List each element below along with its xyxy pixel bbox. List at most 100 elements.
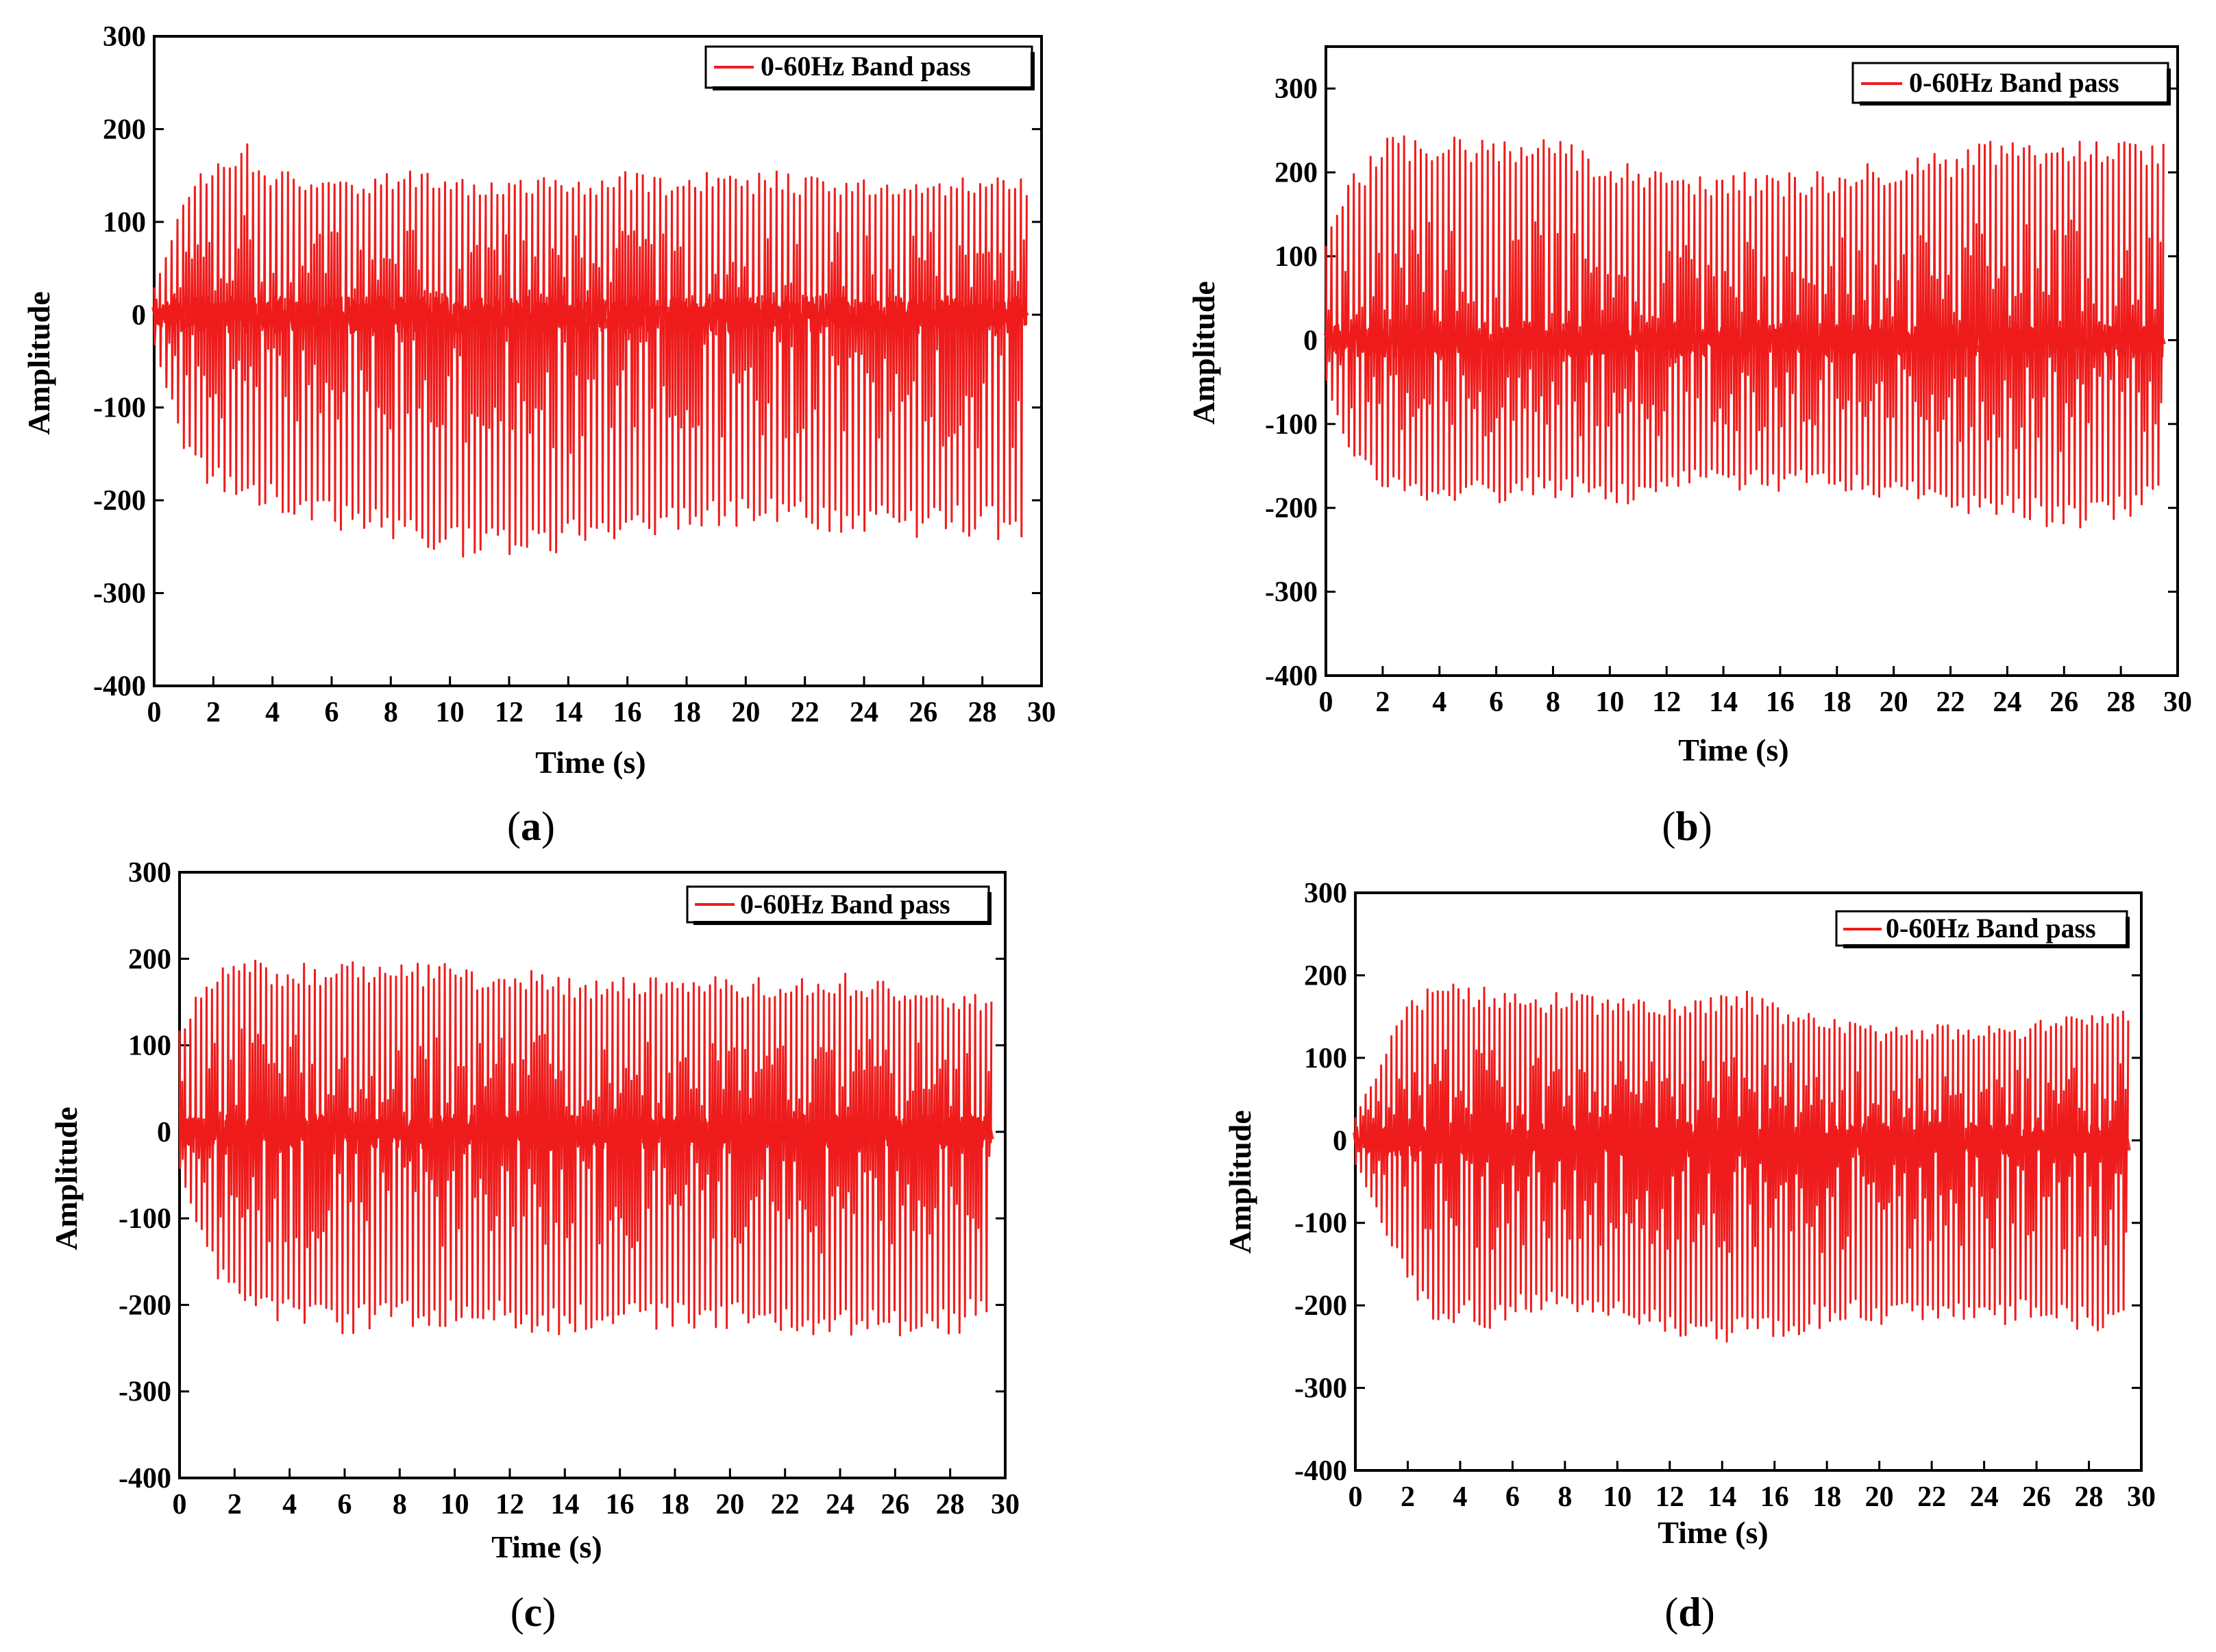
series-line xyxy=(1354,983,2130,1343)
x-tick-label: 0 xyxy=(173,1489,187,1520)
y-tick-label: -100 xyxy=(119,1203,171,1235)
x-tick-label: 6 xyxy=(338,1489,352,1520)
x-tick-label: 4 xyxy=(1453,1481,1467,1513)
panel-a-series xyxy=(151,143,1029,558)
x-tick-label: 12 xyxy=(495,1489,524,1520)
x-tick-label: 0 xyxy=(1319,687,1333,718)
y-tick-label: -200 xyxy=(93,485,146,517)
y-tick-label: -300 xyxy=(1265,577,1318,608)
x-tick-label: 0 xyxy=(147,697,162,728)
y-tick-label: -100 xyxy=(93,393,146,424)
x-tick-label: 20 xyxy=(1865,1481,1894,1513)
x-tick-label: 18 xyxy=(1812,1481,1841,1513)
x-tick-label: 12 xyxy=(495,697,524,728)
legend-label: 0-60Hz Band pass xyxy=(740,889,950,920)
y-tick-label: -400 xyxy=(1294,1455,1347,1487)
y-tick-label: -200 xyxy=(1265,493,1318,524)
series-line xyxy=(153,143,1028,558)
x-tick-label: 8 xyxy=(1558,1481,1572,1513)
y-tick-label: 0 xyxy=(132,299,146,331)
legend-box xyxy=(704,45,1033,89)
x-tick-label: 0 xyxy=(1349,1481,1363,1513)
x-tick-label: 30 xyxy=(2163,687,2192,718)
y-tick-label: -400 xyxy=(1265,661,1318,692)
x-tick-label: 14 xyxy=(554,697,582,728)
panel-b-series xyxy=(1323,135,2167,529)
x-tick-label: 24 xyxy=(826,1489,854,1520)
x-tick-label: 16 xyxy=(613,697,642,728)
x-tick-label: 2 xyxy=(206,697,221,728)
panel-d-legend: 0-60Hz Band pass xyxy=(1835,910,2130,948)
x-tick-label: 6 xyxy=(1505,1481,1520,1513)
x-tick-label: 30 xyxy=(1027,697,1056,728)
x-tick-label: 28 xyxy=(2106,687,2135,718)
x-tick-label: 16 xyxy=(1766,687,1795,718)
x-tick-label: 24 xyxy=(1993,687,2021,718)
panel-c-caption: (c) xyxy=(510,1590,556,1635)
panel-b-x-axis-label: Time (s) xyxy=(1678,732,1788,767)
x-tick-label: 4 xyxy=(265,697,280,728)
y-tick-label: 200 xyxy=(1304,960,1347,991)
y-tick-label: 100 xyxy=(103,207,146,238)
x-tick-label: 10 xyxy=(436,697,465,728)
y-tick-label: 100 xyxy=(1275,241,1318,273)
x-tick-label: 4 xyxy=(282,1489,297,1520)
x-tick-label: 2 xyxy=(1375,687,1390,718)
x-tick-label: 2 xyxy=(227,1489,242,1520)
series-baseline xyxy=(1353,1127,2131,1154)
x-tick-label: 16 xyxy=(1760,1481,1789,1513)
x-tick-label: 26 xyxy=(881,1489,909,1520)
panel-d-x-ticks: 0 2 4 6 8 10 12 14 16 18 20 22 24 26 28 30 xyxy=(1349,1461,2156,1513)
x-tick-label: 18 xyxy=(672,697,701,728)
x-tick-label: 26 xyxy=(909,697,937,728)
x-tick-label: 20 xyxy=(731,697,760,728)
panel-a-legend: 0-60Hz Band pass xyxy=(704,45,1035,90)
panel-a-x-ticks: 0 2 4 6 8 10 12 14 16 18 20 22 24 26 28 30 xyxy=(147,676,1056,728)
x-tick-label: 14 xyxy=(550,1489,579,1520)
panel-c-legend: 0-60Hz Band pass xyxy=(686,885,992,925)
x-tick-label: 8 xyxy=(393,1489,407,1520)
y-tick-label: -100 xyxy=(1265,409,1318,441)
x-tick-label: 6 xyxy=(325,697,339,728)
panel-d-y-axis-label: Amplitude xyxy=(1222,1110,1257,1254)
panel-d-y-ticks: 300 200 100 0 -100 -200 -300 -400 xyxy=(1294,878,2141,1487)
panel-a-y-ticks: 300 200 100 0 -100 -200 -300 -400 xyxy=(93,21,1042,702)
panel-b-legend: 0-60Hz Band pass xyxy=(1851,62,2171,106)
panel-b-caption-letter: b xyxy=(1675,804,1698,849)
legend-box-shadow xyxy=(1860,101,2171,106)
series-line xyxy=(1325,135,2165,529)
panel-d-series xyxy=(1353,983,2131,1343)
legend-box-shadow xyxy=(693,921,991,925)
panel-b-x-ticks: 0 2 4 6 8 10 12 14 16 18 20 22 24 26 28 30 xyxy=(1319,666,2192,718)
x-tick-label: 24 xyxy=(1970,1481,1999,1513)
legend-box xyxy=(1851,62,2169,104)
panel-c-caption-letter: c xyxy=(524,1590,543,1635)
y-tick-label: 200 xyxy=(1275,158,1318,189)
y-tick-label: 200 xyxy=(128,944,171,975)
panel-b-y-ticks: 300 200 100 0 -100 -200 -300 -400 xyxy=(1265,73,2178,692)
x-tick-label: 26 xyxy=(2049,687,2078,718)
x-tick-label: 12 xyxy=(1655,1481,1684,1513)
x-tick-label: 12 xyxy=(1652,687,1681,718)
legend-label: 0-60Hz Band pass xyxy=(1909,67,2119,98)
legend-label: 0-60Hz Band pass xyxy=(1886,913,2096,944)
panel-a-y-axis-label: Amplitude xyxy=(21,291,56,435)
x-tick-label: 28 xyxy=(2075,1481,2104,1513)
legend-box-shadow-side xyxy=(2167,69,2171,106)
x-tick-label: 16 xyxy=(606,1489,635,1520)
x-tick-label: 22 xyxy=(771,1489,800,1520)
panel-a-caption-letter: a xyxy=(521,804,541,849)
x-tick-label: 8 xyxy=(1546,687,1560,718)
x-tick-label: 28 xyxy=(968,697,997,728)
panel-c-x-axis-label: Time (s) xyxy=(491,1529,602,1564)
legend-box-shadow-side xyxy=(2126,917,2130,948)
x-tick-label: 8 xyxy=(384,697,398,728)
y-tick-label: 300 xyxy=(1304,878,1347,909)
panel-d-x-axis-label: Time (s) xyxy=(1658,1515,1768,1550)
panel-d-caption-letter: d xyxy=(1678,1590,1701,1635)
panel-a-x-axis-label: Time (s) xyxy=(535,745,645,780)
x-tick-label: 26 xyxy=(2022,1481,2051,1513)
panel-b-y-axis-label: Amplitude xyxy=(1186,281,1221,425)
